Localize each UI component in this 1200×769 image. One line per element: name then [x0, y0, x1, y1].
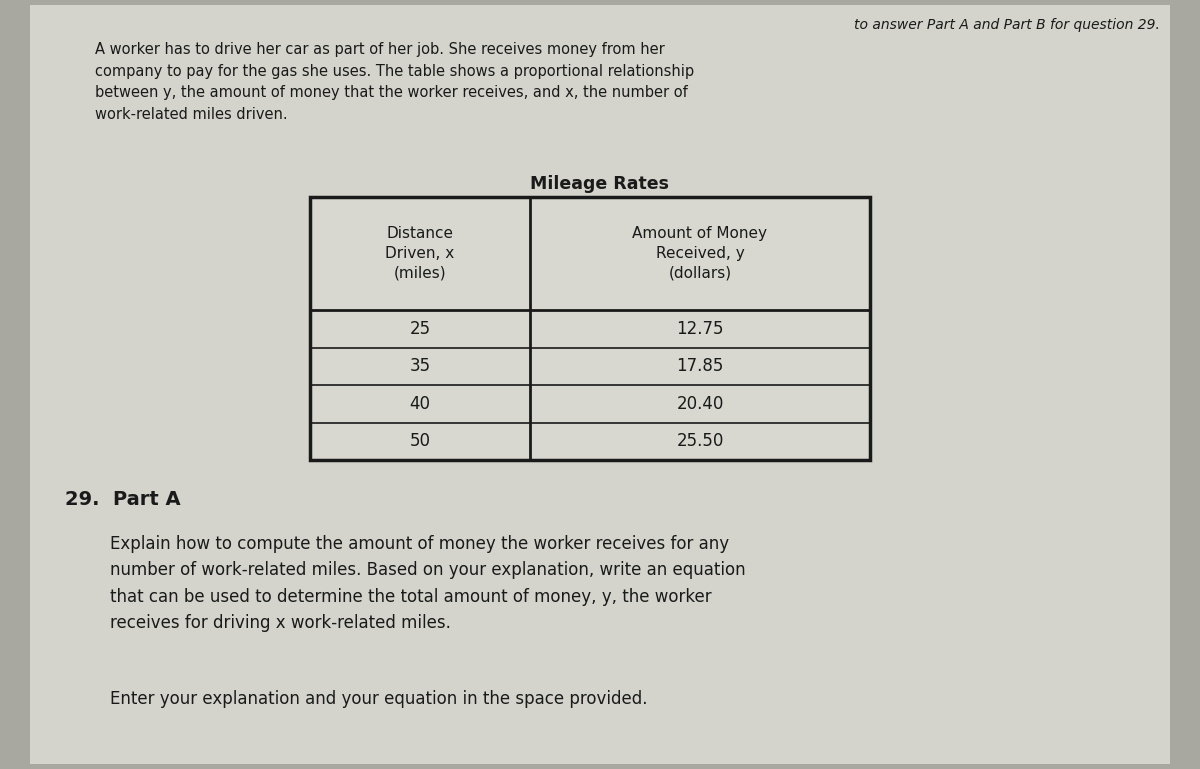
- Text: Amount of Money
Received, y
(dollars): Amount of Money Received, y (dollars): [632, 226, 768, 281]
- Text: 12.75: 12.75: [677, 320, 724, 338]
- Text: Enter your explanation and your equation in the space provided.: Enter your explanation and your equation…: [110, 690, 648, 708]
- Text: 29.  Part A: 29. Part A: [65, 490, 181, 509]
- Text: 50: 50: [409, 432, 431, 451]
- Text: Explain how to compute the amount of money the worker receives for any
number of: Explain how to compute the amount of mon…: [110, 535, 745, 632]
- Text: Mileage Rates: Mileage Rates: [530, 175, 670, 193]
- Text: A worker has to drive her car as part of her job. She receives money from her
co: A worker has to drive her car as part of…: [95, 42, 694, 122]
- Text: Distance
Driven, x
(miles): Distance Driven, x (miles): [385, 226, 455, 281]
- Text: 25.50: 25.50: [677, 432, 724, 451]
- Text: 25: 25: [409, 320, 431, 338]
- Text: 35: 35: [409, 358, 431, 375]
- Text: 20.40: 20.40: [677, 394, 724, 413]
- Text: 17.85: 17.85: [677, 358, 724, 375]
- Bar: [310, 197, 870, 460]
- Bar: [310, 197, 870, 460]
- Text: 40: 40: [409, 394, 431, 413]
- Text: to answer Part A and Part B for question 29.: to answer Part A and Part B for question…: [854, 18, 1160, 32]
